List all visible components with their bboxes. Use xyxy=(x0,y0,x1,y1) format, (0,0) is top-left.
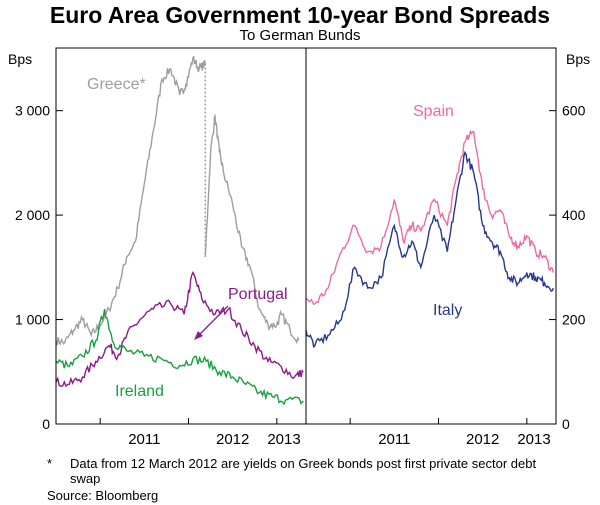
portugal-arrow-head xyxy=(194,331,203,340)
chart-subtitle: To German Bunds xyxy=(239,27,361,44)
series-line-greece xyxy=(55,56,206,346)
x-tick-label: 2013 xyxy=(267,431,300,448)
label-spain: Spain xyxy=(413,103,454,120)
portugal-arrow xyxy=(195,305,229,339)
label-italy: Italy xyxy=(433,302,462,319)
footnote-text: Data from 12 March 2012 are yields on Gr… xyxy=(70,456,537,486)
source-note: Source: Bloomberg xyxy=(47,488,159,503)
x-tick-label: 2012 xyxy=(216,431,249,448)
left-panel xyxy=(55,56,304,406)
series-line-portugal xyxy=(55,271,304,388)
chart-title: Euro Area Government 10-year Bond Spread… xyxy=(49,2,551,28)
series-line-greece-post-swap xyxy=(204,113,300,345)
x-tick-label: 2011 xyxy=(128,431,160,448)
y-tick-label-right: 0 xyxy=(562,416,570,432)
footnote: * Data from 12 March 2012 are yields on … xyxy=(47,456,567,486)
x-tick-label: 2013 xyxy=(517,431,550,448)
footnote-marker: * xyxy=(47,456,53,471)
y-tick-label-left: 3 000 xyxy=(15,103,50,119)
right-panel xyxy=(305,129,554,349)
y-tick-label-left: 1 000 xyxy=(15,312,50,328)
y-axis-label-left: Bps xyxy=(8,51,32,67)
y-tick-label-left: 2 000 xyxy=(15,207,50,223)
y-axis-label-right: Bps xyxy=(566,51,590,67)
series-line-italy xyxy=(305,150,554,349)
series-line-spain xyxy=(305,129,554,306)
x-tick-label: 2012 xyxy=(466,431,499,448)
label-greece: Greece* xyxy=(87,76,146,93)
label-ireland: Ireland xyxy=(115,383,164,400)
label-portugal: Portugal xyxy=(228,286,288,303)
y-tick-label-right: 600 xyxy=(562,103,586,119)
y-tick-label-right: 400 xyxy=(562,207,586,223)
x-tick-label: 2011 xyxy=(378,431,410,448)
y-tick-label-right: 200 xyxy=(562,312,586,328)
series-line-ireland xyxy=(55,308,304,406)
y-tick-label-left: 0 xyxy=(42,416,50,432)
